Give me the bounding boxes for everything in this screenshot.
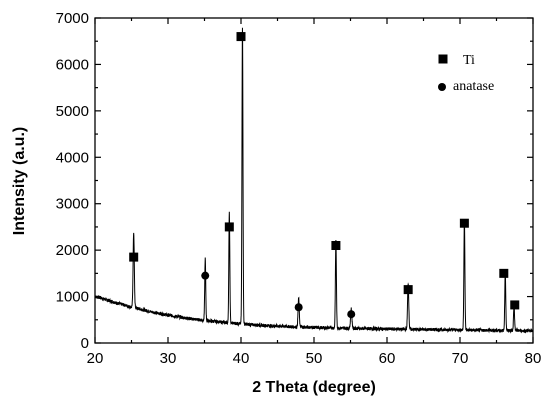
y-axis-title: Intensity (a.u.) bbox=[11, 127, 28, 235]
x-tick-label: 70 bbox=[452, 350, 469, 367]
ti-peak-marker bbox=[129, 252, 139, 262]
legend-entry-anatase: anatase bbox=[453, 79, 494, 94]
x-tick-label: 40 bbox=[233, 350, 250, 367]
y-tick-label: 1000 bbox=[56, 289, 89, 306]
x-tick-label: 80 bbox=[525, 350, 542, 367]
ti-peak-marker bbox=[510, 300, 520, 310]
ti-peak-marker bbox=[224, 222, 234, 232]
y-tick-label: 2000 bbox=[56, 242, 89, 259]
y-tick-label: 5000 bbox=[56, 103, 89, 120]
x-tick-label: 20 bbox=[87, 350, 104, 367]
legend-entry-ti: Ti bbox=[463, 53, 475, 68]
y-tick-label: 0 bbox=[81, 335, 89, 352]
legend-circle-marker bbox=[438, 83, 446, 91]
y-tick-label: 4000 bbox=[56, 149, 89, 166]
y-tick-label: 6000 bbox=[56, 56, 89, 73]
anatase-peak-marker bbox=[201, 271, 210, 280]
ti-peak-marker bbox=[459, 218, 469, 228]
ti-peak-marker bbox=[331, 241, 341, 250]
x-tick-label: 30 bbox=[160, 350, 177, 367]
ti-peak-marker bbox=[499, 268, 509, 278]
x-tick-label: 50 bbox=[306, 350, 323, 367]
legend-square-marker bbox=[438, 54, 448, 64]
y-tick-label: 3000 bbox=[56, 196, 89, 213]
x-axis-title: 2 Theta (degree) bbox=[252, 379, 376, 396]
diffraction-curve bbox=[94, 27, 534, 334]
y-tick-label: 7000 bbox=[56, 10, 89, 27]
x-tick-label: 60 bbox=[379, 350, 396, 367]
anatase-peak-marker bbox=[347, 310, 356, 319]
ti-peak-marker bbox=[236, 32, 246, 42]
legend: Ti anatase bbox=[438, 53, 494, 94]
ti-peak-marker bbox=[403, 285, 413, 295]
anatase-peak-marker bbox=[294, 303, 303, 312]
